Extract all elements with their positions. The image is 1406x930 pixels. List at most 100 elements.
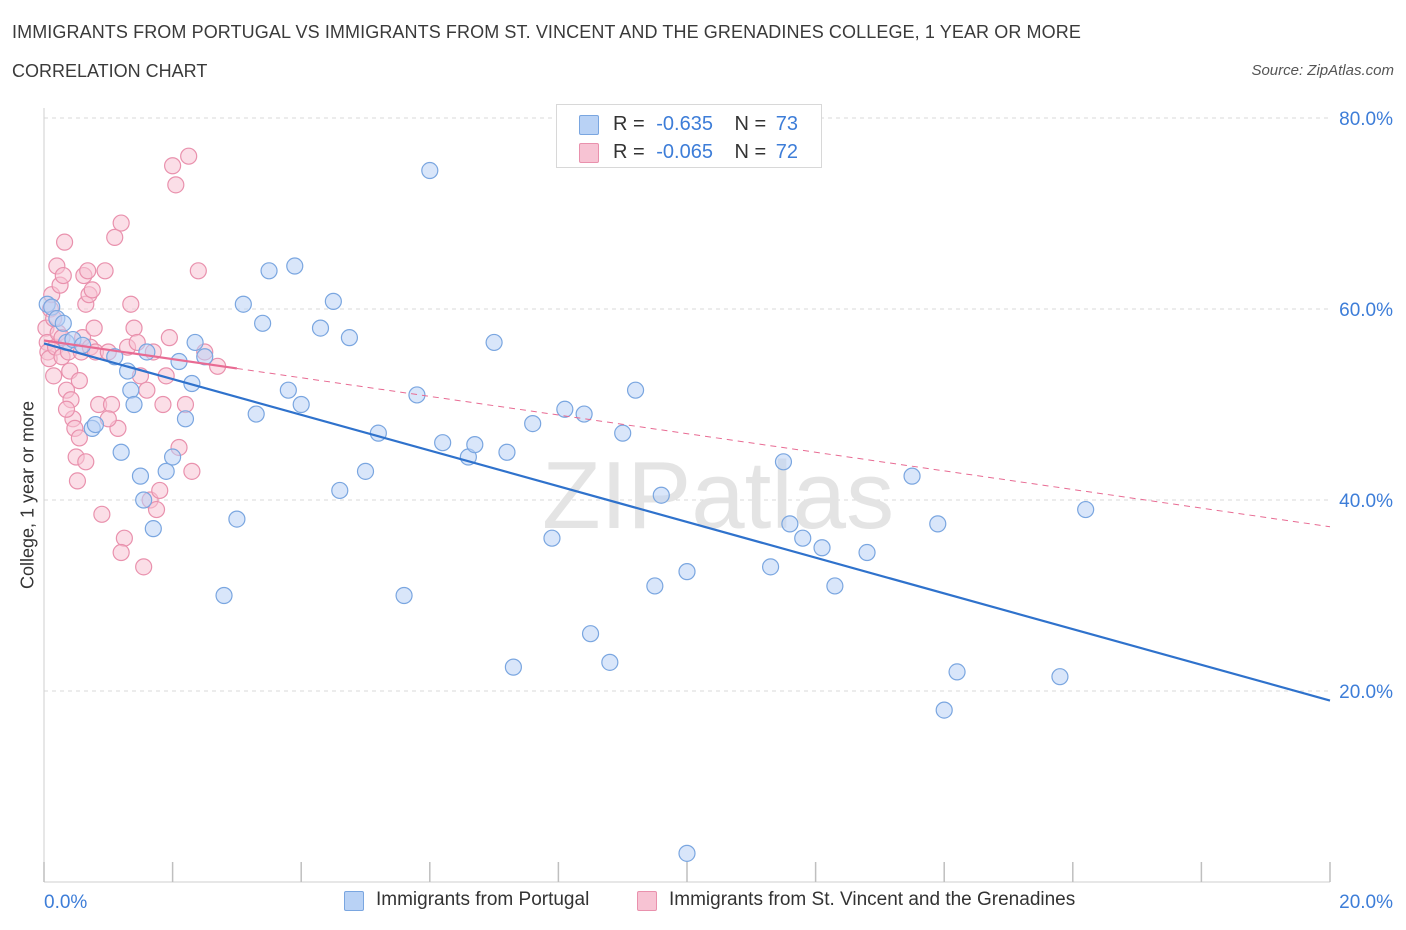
pink-data-point: [176, 395, 195, 414]
pink-data-point: [83, 281, 101, 299]
blue-data-point: [761, 558, 780, 576]
pink-data-point: [85, 319, 103, 337]
blue-data-point: [626, 381, 645, 399]
blue-data-point: [646, 577, 664, 595]
chart-title: IMMIGRANTS FROM PORTUGAL VS IMMIGRANTS F…: [12, 22, 1081, 42]
pink-data-point: [93, 505, 111, 523]
bottom-legend-label-portugal: Immigrants from Portugal: [376, 889, 590, 910]
blue-data-point: [331, 481, 349, 500]
blue-data-point: [157, 462, 175, 480]
pink-data-point: [167, 176, 185, 194]
blue-data-point: [678, 563, 696, 581]
blue-data-point: [112, 443, 130, 461]
pink-data-point: [122, 295, 140, 313]
pink-data-point: [147, 500, 166, 519]
legend-n-label: N =: [734, 113, 767, 135]
bottom-legend-label-stvincent: Immigrants from St. Vincent and the Gren…: [669, 889, 1076, 910]
pink-data-point: [112, 214, 130, 232]
blue-data-point: [421, 161, 439, 180]
blue-data-point: [813, 539, 831, 557]
blue-data-point: [948, 663, 966, 681]
blue-data-point: [324, 292, 342, 310]
blue-data-point: [524, 415, 542, 433]
blue-data-point: [54, 314, 72, 332]
legend-swatch-pink: [579, 143, 599, 163]
pink-trendline-solid: [43, 339, 238, 370]
blue-data-point: [186, 333, 204, 352]
blue-data-point: [601, 653, 619, 671]
blue-data-point: [581, 625, 600, 643]
blue-data-point: [122, 381, 140, 399]
pink-data-point: [125, 319, 143, 337]
pink-data-point: [102, 395, 121, 414]
pink-data-point: [54, 266, 72, 285]
tick-label-layer: 20.0% 40.0% 60.0% 80.0% 0.0% 20.0%: [44, 109, 1393, 913]
blue-data-point: [176, 410, 195, 428]
legend-swatch-blue: [579, 115, 599, 135]
blue-data-point: [1077, 500, 1095, 519]
legend-n-value-stvincent: 72: [775, 141, 799, 163]
y-tick-label: 80.0%: [1339, 109, 1393, 130]
blue-data-point: [466, 436, 484, 454]
pink-data-point: [180, 147, 198, 165]
blue-data-point: [292, 395, 310, 414]
legend-r-label: R =: [613, 141, 645, 163]
blue-data-point: [935, 701, 953, 719]
blue-data-point: [311, 319, 330, 337]
legend-n-value-portugal: 73: [775, 113, 799, 135]
pink-data-point: [138, 381, 156, 399]
blue-data-point: [164, 448, 182, 466]
y-tick-label: 60.0%: [1339, 300, 1393, 321]
pink-data-point: [160, 329, 178, 347]
axis-layer: [43, 108, 1331, 883]
blue-data-point: [215, 586, 233, 605]
grid-layer: [44, 117, 1330, 692]
blue-data-point: [106, 348, 124, 366]
correlation-legend: R = -0.635 N = 73 R = -0.065 N = 72: [556, 104, 822, 168]
chart-subtitle: CORRELATION CHART: [12, 61, 208, 81]
blue-data-point: [131, 467, 150, 485]
blue-data-point: [678, 844, 696, 862]
pink-data-point: [115, 529, 133, 547]
blue-data-point: [903, 467, 921, 485]
blue-data-point: [556, 400, 574, 418]
pink-data-point: [57, 400, 76, 418]
pink-data-point: [189, 262, 207, 280]
trend-layer: [43, 339, 1331, 702]
legend-r-label: R =: [613, 113, 645, 135]
pink-data-point: [70, 372, 88, 390]
blue-data-point: [356, 462, 375, 480]
pink-data-point: [77, 453, 95, 471]
pink-data-point: [106, 228, 124, 246]
blue-data-point: [286, 257, 304, 275]
blue-data-point: [144, 520, 162, 538]
pink-trendline-dashed: [236, 367, 1331, 528]
blue-data-point: [774, 453, 793, 471]
blue-data-point: [254, 314, 272, 332]
blue-data-point: [781, 515, 799, 533]
blue-data-point: [247, 405, 265, 423]
pink-data-point: [55, 233, 74, 251]
pink-data-point: [79, 262, 97, 280]
y-tick-label: 20.0%: [1339, 682, 1393, 703]
blue-data-point: [234, 295, 252, 313]
pink-data-point: [96, 262, 114, 280]
blue-data-point: [794, 529, 812, 547]
pink-data-point: [154, 395, 172, 414]
pink-data-point: [135, 558, 153, 576]
blue-data-point: [543, 529, 561, 547]
blue-data-point: [138, 343, 156, 361]
source-label: Source: ZipAtlas.com: [1251, 62, 1394, 79]
blue-data-point: [826, 577, 844, 595]
blue-data-point: [279, 381, 297, 399]
blue-data-point: [434, 434, 452, 452]
blue-trendline: [43, 342, 1331, 702]
blue-data-point: [340, 329, 359, 347]
x-tick-label: 0.0%: [44, 892, 87, 913]
pink-data-point: [183, 462, 201, 480]
legend-r-value-portugal: -0.635: [656, 113, 713, 135]
pink-data-point: [45, 367, 63, 385]
blue-data-point: [614, 424, 632, 442]
x-tick-label: 20.0%: [1339, 892, 1393, 913]
